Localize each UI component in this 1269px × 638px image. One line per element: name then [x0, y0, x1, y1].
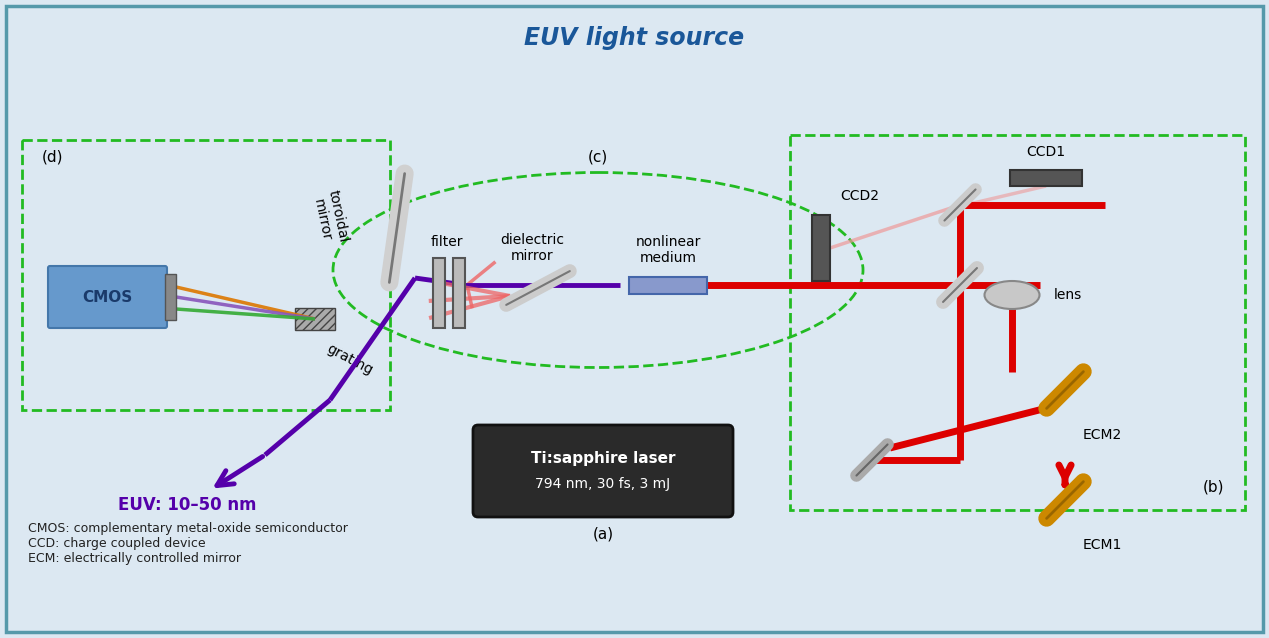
- Bar: [165, 274, 176, 320]
- Text: CCD1: CCD1: [1027, 145, 1066, 159]
- Ellipse shape: [985, 281, 1039, 309]
- Text: CMOS: CMOS: [82, 290, 133, 304]
- Text: nonlinear
medium: nonlinear medium: [636, 235, 700, 265]
- Text: (a): (a): [593, 526, 614, 542]
- Text: Ti:sapphire laser: Ti:sapphire laser: [530, 452, 675, 466]
- Bar: [22, 140, 390, 410]
- Bar: [791, 135, 1245, 510]
- Text: dielectric
mirror: dielectric mirror: [500, 233, 563, 263]
- Bar: [1010, 170, 1082, 186]
- Text: EUV light source: EUV light source: [524, 26, 745, 50]
- Text: ECM1: ECM1: [1082, 538, 1122, 552]
- Text: (c): (c): [588, 150, 608, 165]
- Text: EUV: 10–50 nm: EUV: 10–50 nm: [118, 496, 256, 514]
- Text: toroidal
mirror: toroidal mirror: [310, 189, 350, 247]
- Bar: [294, 308, 335, 330]
- Bar: [812, 215, 830, 281]
- Text: 794 nm, 30 fs, 3 mJ: 794 nm, 30 fs, 3 mJ: [536, 477, 670, 491]
- Text: grating: grating: [325, 342, 376, 378]
- Text: ECM2: ECM2: [1082, 428, 1122, 442]
- Bar: [629, 276, 707, 293]
- FancyBboxPatch shape: [48, 266, 168, 328]
- Bar: [453, 258, 464, 328]
- Text: CCD2: CCD2: [840, 189, 879, 203]
- Text: filter: filter: [430, 235, 463, 249]
- Bar: [433, 258, 445, 328]
- Text: CMOS: complementary metal-oxide semiconductor
CCD: charge coupled device
ECM: el: CMOS: complementary metal-oxide semicond…: [28, 522, 348, 565]
- Text: (b): (b): [1203, 480, 1225, 495]
- FancyBboxPatch shape: [473, 425, 733, 517]
- Text: (d): (d): [42, 150, 63, 165]
- Text: lens: lens: [1055, 288, 1082, 302]
